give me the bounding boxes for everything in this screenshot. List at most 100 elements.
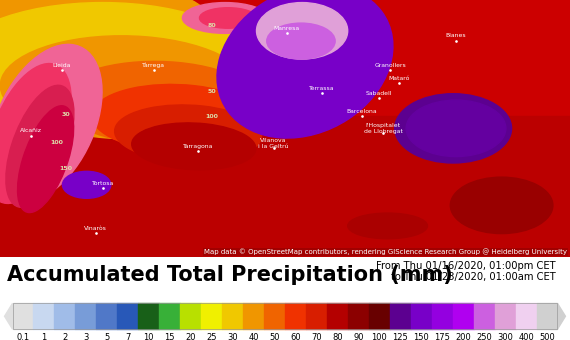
Bar (264, 303, 285, 329)
Ellipse shape (1, 36, 250, 139)
Bar (431, 303, 453, 329)
Polygon shape (5, 303, 13, 329)
Text: Granollers: Granollers (374, 63, 406, 68)
Text: 20: 20 (185, 333, 196, 340)
Text: Terrassa: Terrassa (310, 86, 335, 91)
Text: 30: 30 (61, 112, 70, 117)
Bar (411, 303, 431, 329)
Ellipse shape (63, 171, 111, 198)
Text: Accumulated Total Precipitation (mm): Accumulated Total Precipitation (mm) (7, 265, 453, 285)
Text: Map data © OpenStreetMap contributors, rendering GIScience Research Group @ Heid: Map data © OpenStreetMap contributors, r… (204, 249, 567, 255)
Polygon shape (557, 303, 565, 329)
Text: 40: 40 (249, 333, 259, 340)
Ellipse shape (0, 0, 228, 121)
Ellipse shape (0, 3, 256, 131)
Text: 300: 300 (497, 333, 513, 340)
Text: From Thu 01/16/2020, 01:00pm CET
to Thu 01/23/2020, 01:00am CET: From Thu 01/16/2020, 01:00pm CET to Thu … (376, 261, 556, 283)
Ellipse shape (245, 164, 325, 195)
Ellipse shape (406, 100, 506, 157)
Ellipse shape (348, 213, 428, 239)
Bar (0, 116, 570, 257)
Text: Tarragona: Tarragona (183, 144, 214, 149)
Bar (201, 303, 222, 329)
Ellipse shape (58, 62, 262, 144)
Text: 175: 175 (434, 333, 450, 340)
Text: Alcañiz: Alcañiz (21, 129, 42, 133)
Ellipse shape (92, 84, 262, 152)
Text: Blanes: Blanes (446, 33, 466, 38)
Ellipse shape (450, 177, 553, 234)
Ellipse shape (6, 85, 74, 207)
Text: Vinaròs: Vinaròs (84, 226, 107, 231)
Ellipse shape (256, 3, 348, 59)
Text: 400: 400 (518, 333, 534, 340)
Ellipse shape (0, 64, 71, 203)
Bar (369, 303, 390, 329)
Text: 1: 1 (42, 333, 47, 340)
Text: 125: 125 (392, 333, 408, 340)
Bar (222, 303, 243, 329)
Ellipse shape (18, 106, 74, 212)
Ellipse shape (132, 123, 256, 170)
Bar (495, 303, 515, 329)
Text: 150: 150 (59, 166, 72, 171)
Bar (285, 303, 306, 329)
Text: Tortosa: Tortosa (91, 181, 114, 186)
Bar (55, 303, 75, 329)
Text: Manresa: Manresa (274, 26, 300, 31)
Text: 50: 50 (269, 333, 280, 340)
Bar (327, 303, 348, 329)
Bar (243, 303, 264, 329)
Text: Barcelona: Barcelona (347, 109, 377, 114)
Ellipse shape (205, 187, 274, 213)
Bar (453, 303, 474, 329)
Text: 100: 100 (51, 140, 63, 145)
Text: 500: 500 (539, 333, 555, 340)
Ellipse shape (217, 0, 393, 138)
Bar (13, 303, 557, 329)
Text: Tàrrega: Tàrrega (142, 63, 165, 68)
Text: 3: 3 (83, 333, 88, 340)
Ellipse shape (394, 94, 512, 163)
Ellipse shape (115, 105, 262, 162)
Bar (348, 303, 369, 329)
Bar (139, 303, 159, 329)
Text: 70: 70 (311, 333, 321, 340)
Ellipse shape (200, 8, 256, 28)
Text: 50: 50 (207, 89, 217, 94)
Text: 15: 15 (165, 333, 175, 340)
Bar (390, 303, 411, 329)
Bar (159, 303, 180, 329)
Text: Lleida: Lleida (52, 63, 71, 68)
Bar (536, 303, 557, 329)
Text: 150: 150 (413, 333, 429, 340)
Text: 80: 80 (207, 23, 217, 28)
Text: 25: 25 (206, 333, 217, 340)
Text: l'Hospitalet
de Llobregat: l'Hospitalet de Llobregat (364, 123, 402, 134)
Bar (13, 303, 34, 329)
Bar (96, 303, 117, 329)
Ellipse shape (267, 23, 335, 59)
Bar (306, 303, 327, 329)
Text: 60: 60 (290, 333, 301, 340)
Bar (180, 303, 201, 329)
Text: Vilanova
i la Geltrú: Vilanova i la Geltrú (258, 138, 289, 149)
Text: Sabadell: Sabadell (366, 91, 392, 96)
Ellipse shape (0, 44, 102, 202)
Bar (515, 303, 536, 329)
Bar (34, 303, 55, 329)
Text: 100: 100 (372, 333, 387, 340)
Text: 5: 5 (104, 333, 109, 340)
Text: 90: 90 (353, 333, 364, 340)
Bar (474, 303, 495, 329)
Text: 2: 2 (62, 333, 68, 340)
Ellipse shape (182, 3, 268, 33)
Text: Mataró: Mataró (388, 76, 410, 81)
Text: 0.1: 0.1 (17, 333, 30, 340)
Text: 10: 10 (144, 333, 154, 340)
Text: 30: 30 (227, 333, 238, 340)
Text: 7: 7 (125, 333, 131, 340)
Text: 200: 200 (455, 333, 471, 340)
Ellipse shape (0, 0, 128, 96)
Text: 80: 80 (332, 333, 343, 340)
